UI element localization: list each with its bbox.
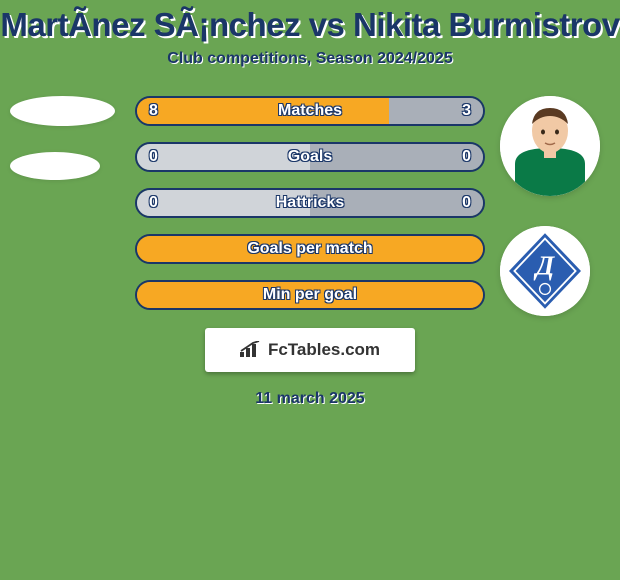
stat-value-left: 0 [149, 144, 158, 170]
stat-value-right: 0 [462, 144, 471, 170]
left-player-stack [10, 96, 115, 206]
stat-label: Goals [137, 144, 483, 170]
stat-value-left: 8 [149, 98, 158, 124]
stat-row: Goals0 0 [135, 142, 485, 172]
comparison-bars: Matches83Goals00Hattricks00Goals per mat… [135, 96, 485, 310]
placeholder-avatar [10, 96, 115, 126]
badge-text: FcTables.com [268, 340, 380, 360]
club-badge: Д [500, 226, 590, 316]
stat-row: Min per goal [135, 280, 485, 310]
comparison-card: MartÃ­nez SÃ¡nchez vs Nikita Burmistrov … [0, 0, 620, 580]
chart-area: Matches83Goals00Hattricks00Goals per mat… [0, 96, 620, 310]
stat-label: Min per goal [137, 282, 483, 308]
svg-text:Д: Д [533, 251, 556, 281]
placeholder-avatar [10, 152, 100, 180]
page-subtitle: Club competitions, Season 2024/2025 [0, 50, 620, 68]
stat-label: Matches [137, 98, 483, 124]
stat-value-left: 0 [149, 190, 158, 216]
bar-chart-icon [240, 341, 262, 359]
player-avatar [500, 96, 600, 196]
right-player-stack: Д [500, 96, 600, 346]
stat-row: Goals per match [135, 234, 485, 264]
stat-value-right: 3 [462, 98, 471, 124]
fctables-badge: FcTables.com [205, 328, 415, 372]
stat-label: Hattricks [137, 190, 483, 216]
stat-value-right: 0 [462, 190, 471, 216]
page-title: MartÃ­nez SÃ¡nchez vs Nikita Burmistrov [0, 0, 620, 44]
stat-row: Hattricks0 0 [135, 188, 485, 218]
stat-label: Goals per match [137, 236, 483, 262]
date-text: 11 march 2025 [0, 390, 620, 408]
stat-row: Matches8 3 [135, 96, 485, 126]
